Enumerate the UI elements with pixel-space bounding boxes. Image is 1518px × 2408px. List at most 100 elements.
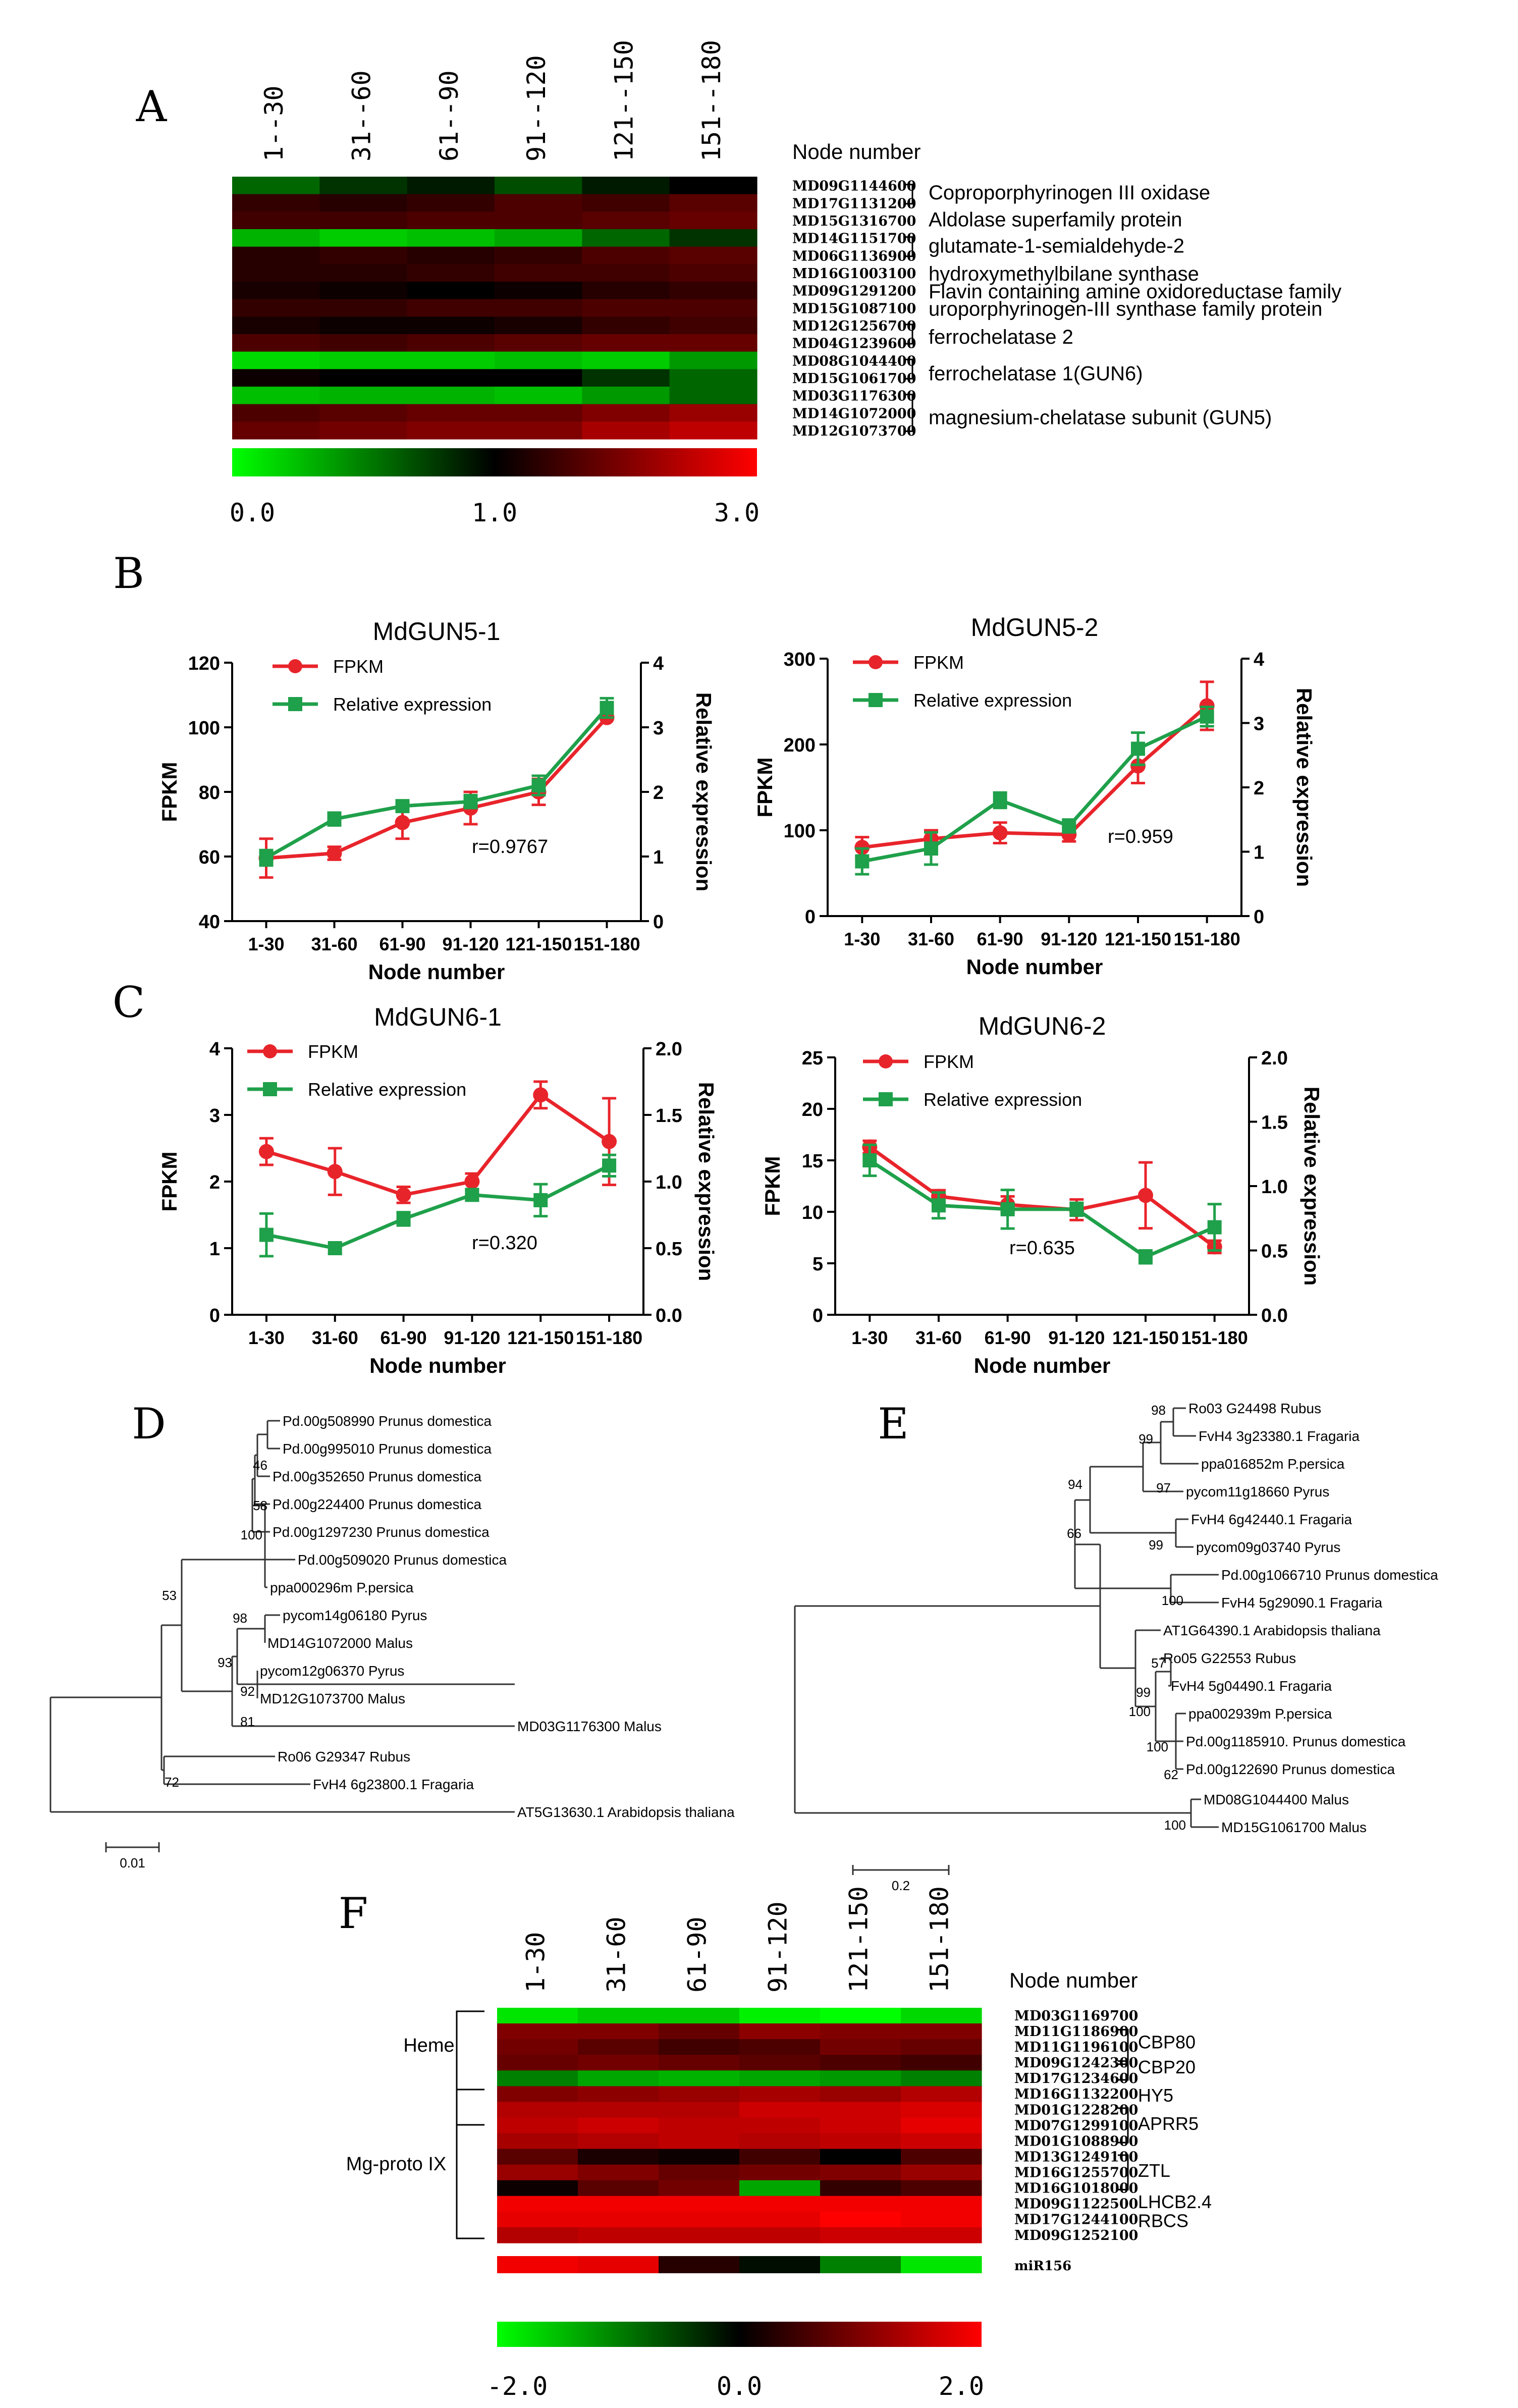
heatmap-cell [578,2133,659,2150]
heatmap-cell [407,282,495,300]
heatmap-cell [659,2211,740,2228]
heatmap-cell [739,2039,821,2055]
heatmap-cell [407,229,495,247]
x-tick-label: 151-180 [576,1327,642,1348]
tree-leaf-label: ppa016852m P.persica [1201,1456,1345,1472]
row-id: MD06G1136900 [792,248,916,264]
x-tick-label: 31-60 [915,1327,962,1348]
group-label-mg: Mg-proto IX [346,2154,447,2175]
data-point-relative [1069,1202,1084,1216]
gene-label: CBP80 [1138,2031,1196,2052]
mirna-cell [578,2256,659,2273]
y-tick-label: 0 [209,1305,220,1326]
legend-marker-fpkm [288,659,302,673]
heatmap-cell [659,2023,740,2040]
heatmap-cell [820,2164,901,2181]
data-point-fpkm [1138,1188,1153,1203]
heatmap-cell [232,404,320,422]
y-tick-label: 25 [802,1048,823,1069]
heatmap-cell [319,404,408,422]
y2-tick-label: 1.5 [656,1105,682,1127]
panel-letter-a: A [136,82,168,131]
gene-bracket [1118,2107,1129,2144]
heatmap-cell [497,2086,578,2102]
gene-bracket [1118,2154,1129,2190]
series-line-fpkm [869,1145,1216,1249]
heatmap-cell [497,2070,578,2086]
heatmap-cell [739,2133,821,2150]
tree-leaf-label: Pd.00g224400 Prunus domestica [273,1496,481,1512]
tree-branch [49,1696,515,1813]
tree-leaf-label: MD14G1072000 Malus [267,1635,413,1651]
heatmap-cell [901,2133,982,2150]
bootstrap-value: 92 [240,1684,255,1699]
heatmap-cell [739,2180,821,2197]
row-id: MD14G1072000 [792,406,916,421]
y2-tick-label: 0 [1254,906,1264,928]
heatmap-cell [319,229,408,247]
heatmap-cell [578,2117,659,2134]
heatmap-cell [319,369,408,387]
y-axis-title: FPKM [157,1152,181,1212]
gene-annotation: magnesium-chelatase subunit (GUN5) [929,406,1272,429]
heatmap-cell [232,246,320,264]
x-tick-label: 121-150 [507,1327,574,1348]
row-id: MD16G1255700 [1014,2165,1138,2181]
gene-annotation: Coproporphyrinogen III oxidase [929,182,1210,204]
tree-leaf-label: Pd.00g995010 Prunus domestica [283,1441,492,1457]
data-point-relative [395,799,410,814]
heatmap-cell [820,2196,901,2212]
heatmap-cell [739,2196,821,2212]
row-id: MD17G1234600 [1014,2071,1138,2086]
heatmap-cell [495,194,582,212]
legend-marker-relative [879,1092,893,1106]
heatmap-cell [739,2086,821,2102]
heatmap-cell [319,351,408,369]
heatmap-cell [582,404,670,422]
panel-letter-e: E [878,1399,908,1449]
legend-label-relative: Relative expression [913,690,1072,711]
panel-letter-c: C [113,978,145,1027]
x-tick-label: 1-30 [248,934,284,954]
heatmap-cell [407,351,495,369]
tree-branch [1089,1466,1176,1534]
tree-leaf-label: FvH4 3g23380.1 Fragaria [1199,1428,1360,1444]
tree-leaf-label: AT5G13630.1 Arabidopsis thaliana [517,1804,735,1820]
panel-letter-b: B [113,549,144,598]
bootstrap-value: 97 [1156,1480,1171,1495]
heatmap-cell [820,2008,901,2024]
heatmap-cell [582,246,670,264]
gene-label: ZTL [1138,2160,1170,2181]
heatmap-cell [901,2102,982,2118]
column-axis-title: Node number [1009,1968,1137,1992]
heatmap-cell [232,351,320,369]
y2-axis-title: Relative expression [1292,688,1316,887]
heatmap-cell [901,2117,982,2134]
gene-annotation: hydroxymethylbilane synthase [929,263,1199,285]
column-label: 61-90 [683,1916,712,1993]
heatmap-cell [232,264,320,282]
scale-max-label: 3.0 [714,498,760,527]
gene-annotation: glutamate-1-semialdehyde-2 [929,235,1184,257]
heatmap-cell [497,2102,578,2118]
heatmap-cell [495,177,582,195]
annotation-bracket [904,358,913,380]
x-tick-label: 121-150 [1112,1327,1179,1348]
heatmap-cell [820,2086,901,2102]
row-id: MD11G1196100 [1014,2040,1138,2055]
y2-tick-label: 0.5 [656,1239,682,1260]
data-point-relative [463,794,478,809]
heatmap-cell [669,421,757,440]
legend-label-fpkm: FPKM [924,1051,974,1072]
tree-leaf-label: ppa002939m P.persica [1188,1706,1332,1722]
row-id: MD17G1131200 [792,196,916,211]
tree-leaf-label: FvH4 6g42440.1 Fragaria [1191,1512,1352,1527]
heatmap-cell [319,264,408,282]
legend-label-fpkm: FPKM [913,652,964,673]
heatmap-cell [659,2196,740,2212]
bootstrap-value: 98 [1151,1403,1166,1418]
y2-tick-label: 0 [653,912,664,933]
gene-annotation: Aldolase superfamily protein [929,209,1182,231]
x-tick-label: 151-180 [1174,929,1240,949]
y-axis-title: FPKM [157,762,181,822]
